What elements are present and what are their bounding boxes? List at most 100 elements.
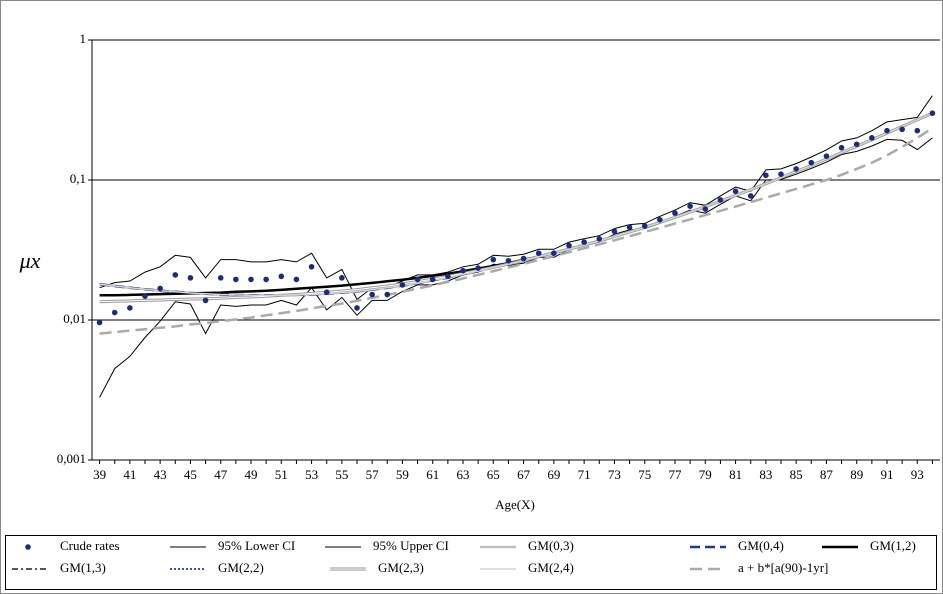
data-point [96,319,103,326]
x-tick-label: 59 [396,467,409,482]
data-point [263,276,269,283]
data-point [853,141,860,148]
data-point [551,250,557,257]
data-point [520,255,527,262]
x-axis-label: Age(X) [495,497,535,512]
data-point [414,276,421,283]
data-point [460,267,466,274]
data-point [369,291,375,298]
data-point [747,193,754,199]
data-point [657,216,663,223]
legend-label: GM(1,2) [870,538,916,553]
data-point [581,239,587,245]
data-point [869,135,875,141]
data-point [596,236,603,242]
data-point [899,126,905,133]
data-point [248,276,254,283]
x-tick-label: 41 [123,467,136,482]
data-point [475,265,481,271]
data-point [384,291,391,298]
y-tick-label: 0,01 [63,311,86,326]
x-tick-label: 43 [154,467,167,482]
data-point [823,153,830,159]
data-point [929,110,936,117]
x-tick-label: 61 [426,467,439,482]
data-point [354,305,360,311]
legend-label: GM(2,2) [218,560,264,575]
data-point [535,250,542,257]
x-tick-label: 53 [305,467,318,482]
data-point [142,293,148,299]
y-tick-label: 1 [80,31,87,46]
x-tick-label: 93 [911,467,924,482]
data-point [111,309,118,316]
legend-label: a + b*[a(90)-1yr] [738,560,828,575]
x-tick-label: 79 [699,467,712,482]
series-line [99,127,934,335]
data-point [626,224,633,231]
data-point [763,172,769,179]
series-line [99,112,933,297]
x-tick-label: 73 [608,467,621,482]
data-point [838,144,845,151]
x-tick-label: 45 [184,467,197,482]
x-tick-label: 89 [850,467,863,482]
data-point [399,282,406,288]
series-line [99,95,933,301]
data-point [172,272,179,278]
data-point [672,210,678,216]
data-point [490,256,497,263]
legend-label: GM(2,4) [528,560,574,575]
data-point [732,188,739,195]
data-point [339,275,345,281]
data-point [702,206,709,212]
x-tick-label: 75 [638,467,651,482]
x-tick-label: 65 [487,467,500,482]
data-point [323,289,330,295]
x-tick-label: 91 [881,467,894,482]
legend-label: GM(1,3) [60,560,106,575]
data-point [793,166,799,172]
x-tick-label: 55 [335,467,348,482]
data-point [293,276,300,283]
data-point [611,228,618,235]
data-point [308,263,315,270]
x-tick-label: 69 [547,467,560,482]
legend-label: GM(0,4) [738,538,784,553]
legend-marker [25,544,31,550]
data-point [445,273,451,280]
legend-label: Crude rates [60,538,120,553]
data-point [808,159,815,166]
x-tick-label: 77 [669,467,683,482]
data-point [505,257,512,264]
data-point [884,127,890,134]
x-tick-label: 51 [275,467,288,482]
series-line [99,137,933,398]
legend-label: 95% Lower CI [218,538,295,553]
x-tick-label: 85 [790,467,803,482]
x-tick-label: 83 [759,467,772,482]
data-point [187,275,194,281]
data-point [778,171,784,178]
data-point [202,297,209,304]
x-tick-label: 71 [578,467,591,482]
legend-label: GM(0,3) [528,538,574,553]
data-point [914,127,921,134]
data-point [429,276,436,283]
data-point [157,285,163,292]
x-tick-label: 39 [93,467,106,482]
data-point [217,275,224,281]
legend-label: GM(2,3) [378,560,424,575]
x-tick-label: 81 [729,467,742,482]
data-point [233,276,239,283]
x-tick-label: 67 [517,467,531,482]
y-axis-label: μx [19,248,41,273]
x-tick-label: 63 [457,467,470,482]
x-tick-label: 47 [214,467,228,482]
x-tick-label: 49 [245,467,258,482]
x-tick-label: 87 [820,467,834,482]
y-tick-label: 0,001 [57,451,86,466]
x-tick-label: 57 [366,467,380,482]
